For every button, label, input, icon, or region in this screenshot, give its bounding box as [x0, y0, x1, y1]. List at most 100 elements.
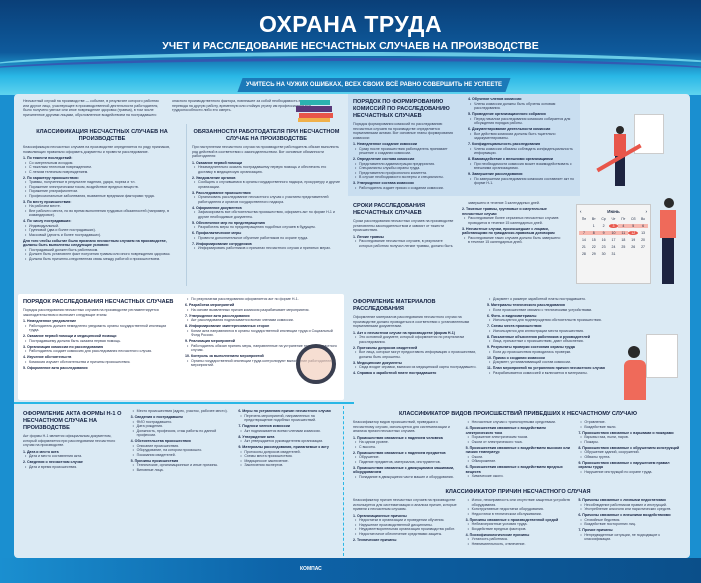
- calendar-day[interactable]: 7: [579, 231, 589, 235]
- calendar-day[interactable]: 19: [631, 238, 636, 242]
- list-item: Травмы, полученные в результате падения,…: [23, 180, 181, 185]
- item-heading: 6. Профилактические меры: [192, 231, 242, 235]
- list-item: Отравление.: [578, 420, 683, 425]
- calendar-day[interactable]: 24: [611, 245, 616, 249]
- calendar-day[interactable]: 30: [601, 252, 606, 256]
- calendar-day[interactable]: 14: [581, 238, 586, 242]
- calendar-day[interactable]: 22: [591, 245, 596, 249]
- section-causes: КЛАССИФИКАТОР ПРИЧИН НЕСЧАСТНОГО СЛУЧАЯ К…: [348, 484, 688, 556]
- item-heading: 6. Документирование деятельности комисси…: [468, 127, 551, 131]
- item-heading: Для того чтобы событие было признано нес…: [23, 238, 167, 248]
- list-item: Члены комиссии должны быть обучены основ…: [468, 102, 575, 111]
- section-title: ПОРЯДОК ПО ФОРМИРОВАНИЮ КОМИССИЙ ПО РАСС…: [353, 99, 450, 119]
- list-item: Усталость работника.: [466, 537, 571, 542]
- item-heading: 3. По месту происшествия:: [23, 199, 72, 204]
- list-item: Химические ожоги.: [466, 474, 571, 479]
- decor-wave: [0, 52, 701, 82]
- item-heading: 9. Материалы расследования, прилагаемые …: [238, 445, 329, 449]
- calendar-day[interactable]: 5: [628, 224, 639, 228]
- list-item: ФИО пострадавшего.: [131, 420, 231, 425]
- item-heading: 4. По числу пострадавших:: [23, 219, 72, 223]
- calendar-day[interactable]: 9: [598, 231, 609, 235]
- list-item: На одном уровне.: [353, 440, 458, 445]
- weekday-label: Пт: [621, 217, 626, 221]
- item-heading: 3. Медицинские документы: [353, 360, 402, 365]
- item-heading: 2. Оказание первой помощи и медицинской …: [23, 334, 117, 338]
- list-item: Все лица, которые могут предоставить инф…: [353, 350, 479, 359]
- calendar-day[interactable]: 17: [611, 238, 616, 242]
- calendar-day[interactable]: 11: [618, 231, 629, 235]
- calendar-day[interactable]: 31: [611, 252, 616, 256]
- item-heading: 2. Тяжелые травмы, групповые и смертельн…: [462, 207, 547, 216]
- calendar-day[interactable]: 12: [628, 231, 639, 235]
- intro-text: Несчастный случай на производстве — собы…: [23, 99, 311, 117]
- weekday-label: Ср: [601, 217, 606, 221]
- calendar-day[interactable]: 13: [641, 231, 646, 235]
- item-heading: 3. Причины связанные с производственной …: [465, 517, 559, 522]
- list-item: Сообщить о случившемся в органы государс…: [192, 180, 341, 189]
- prev-month-arrow-icon[interactable]: ‹: [580, 209, 582, 214]
- list-item: Виновные лица.: [131, 468, 231, 473]
- calendar-day[interactable]: 16: [601, 238, 606, 242]
- item-heading: 1. Немедленное создание комиссии: [353, 142, 418, 146]
- list-item: Нарушение производственной дисциплины.: [353, 523, 458, 528]
- item-heading: 2. Технические причины: [353, 537, 397, 542]
- item-heading: 7. Происшествия связанные с взрывами и п…: [578, 430, 674, 435]
- list-item: Провести дополнительное обучение работни…: [192, 236, 341, 241]
- calendar-day[interactable]: 15: [591, 238, 596, 242]
- list-item: Невнимательность, отвлечение.: [466, 542, 571, 547]
- calendar-day[interactable]: 21: [581, 245, 586, 249]
- list-item: Употребление алкоголя или наркотических …: [578, 507, 683, 512]
- list-item: Если происшествие связано с техническими…: [487, 308, 613, 313]
- footer-logo: КОМПАС: [300, 566, 322, 572]
- section-classif: КЛАССИФИКАЦИЯ НЕСЧАСТНЫХ СЛУЧАЕВ НА ПРОИ…: [18, 124, 186, 286]
- calendar-day[interactable]: 10: [608, 231, 619, 235]
- list-item: Зафиксировать все обстоятельства происше…: [192, 210, 341, 219]
- calendar-day[interactable]: 18: [621, 238, 626, 242]
- header: ОХРАНА ТРУДА УЧЕТ И РАССЛЕДОВАНИЕ НЕСЧАС…: [0, 0, 701, 95]
- list-item: По завершении расследования комиссия сос…: [468, 177, 575, 186]
- magnifier-illustration: [296, 344, 336, 384]
- calendar-day[interactable]: 29: [591, 252, 596, 256]
- calendar-day[interactable]: 4: [618, 224, 629, 228]
- list-item: Ожоги.: [466, 455, 571, 460]
- list-item: Расследование таких случаев должно быть …: [462, 236, 563, 245]
- calendar-day[interactable]: 27: [641, 245, 646, 249]
- calendar-day[interactable]: 8: [588, 231, 599, 235]
- item-heading: 6. Причины связанные с внешними воздейст…: [578, 513, 671, 517]
- weekday-label: Сб: [630, 217, 636, 221]
- calendar-day[interactable]: 25: [621, 245, 626, 249]
- calendar-day[interactable]: 20: [641, 238, 646, 242]
- list-item: Незамедлительно оказать пострадавшему пе…: [192, 165, 341, 174]
- section-intro: Оформление материалов расследования несч…: [353, 315, 470, 328]
- calendar-day[interactable]: 1: [592, 224, 595, 228]
- list-item: Вне рабочего места, но во время выполнен…: [23, 209, 181, 218]
- list-item: Нарушение инструкций по охране труда.: [578, 470, 683, 475]
- calendar-day[interactable]: 2: [602, 224, 605, 228]
- list-item: Должен быть установлен факт получения тр…: [23, 252, 181, 257]
- footer: КОМПАС: [0, 558, 701, 583]
- list-item: Взрывы газа, пыли, паров.: [578, 435, 683, 440]
- list-item: Поражение электрическим током, воздейств…: [23, 185, 181, 190]
- item-heading: 8. Письменные объяснения работников и ру…: [487, 334, 590, 339]
- calendar-day[interactable]: 26: [631, 245, 636, 249]
- list-item: Пострадавшему должна быть оказана первая…: [23, 339, 177, 344]
- item-heading: 4. Происшествия связанные с воздействием…: [465, 426, 546, 435]
- item-heading: 5. Проведение организационного собрания: [468, 112, 546, 116]
- list-item: Падение предметов, материалов, инструмен…: [353, 460, 458, 465]
- list-item: Сразу после происшествия работодатель пр…: [353, 147, 460, 156]
- item-heading: 5. Материалы технического расследования: [487, 303, 565, 307]
- list-item: Стихийные бедствия.: [578, 518, 683, 523]
- calendar-day[interactable]: 28: [581, 252, 586, 256]
- list-item: Воздействие вредных факторов.: [466, 527, 571, 532]
- list-item: Обвалы грунта.: [578, 455, 683, 460]
- calendar-day[interactable]: 3: [608, 224, 619, 228]
- list-item: Перед началом расследования комиссия соб…: [468, 117, 575, 126]
- calendar-day[interactable]: 23: [601, 245, 606, 249]
- list-item: Недостатки в техническом обслуживании.: [466, 512, 571, 517]
- section-title: КЛАССИФИКАТОР ПРИЧИН НЕСЧАСТНОГО СЛУЧАЯ: [445, 489, 591, 495]
- next-month-arrow-icon[interactable]: ›: [645, 209, 648, 214]
- list-item: Поражение ультрафиолетом.: [23, 189, 181, 194]
- section-materials: ОФОРМЛЕНИЕ МАТЕРИАЛОВ РАССЛЕДОВАНИЯ Оформ…: [348, 294, 618, 400]
- calendar-day[interactable]: 6: [638, 224, 648, 228]
